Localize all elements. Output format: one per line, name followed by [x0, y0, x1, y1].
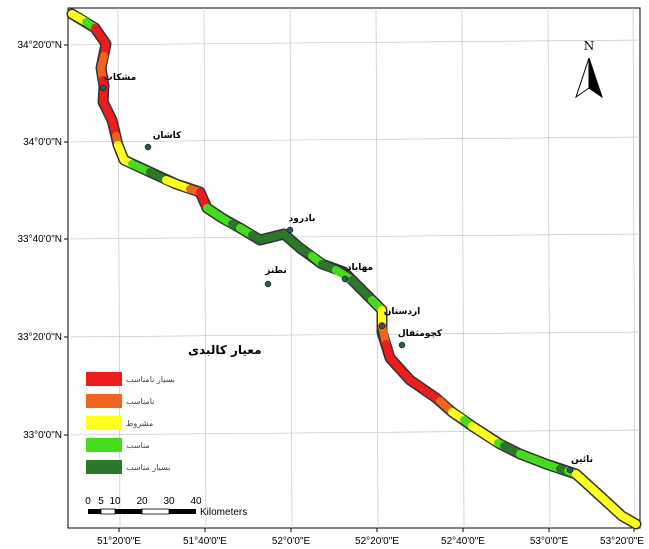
north-arrow-icon: N [575, 39, 603, 99]
scale-bar: 0 5 10 20 30 40 Kilometers [85, 496, 247, 518]
legend-swatch [86, 438, 122, 452]
latitude-labels: 34°20'0"N 34°0'0"N 33°40'0"N 33°20'0"N 3… [18, 40, 63, 441]
legend-label: بسیار مناسب [126, 463, 170, 472]
legend-swatch [86, 372, 122, 386]
legend-label: مناسب [126, 441, 150, 450]
city-label: نائین [571, 455, 593, 465]
city-point [144, 143, 152, 151]
scale-tick-label: 0 [85, 496, 91, 507]
legend-label: مشروط [126, 419, 153, 428]
segment-very-unsuitable [91, 24, 110, 60]
lat-label: 33°40'0"N [18, 234, 63, 245]
lon-label: 52°40'0"E [441, 536, 485, 547]
legend-label: نامناسب [126, 397, 154, 406]
city-points [99, 84, 574, 474]
legend: معیار کالبدی بسیار نامناسب نامناسب مشروط… [86, 343, 262, 474]
legend-swatch [86, 416, 122, 430]
city-label: مشکات [104, 73, 136, 83]
segment-very-suitable [248, 230, 316, 260]
segment-moderate [468, 422, 502, 447]
city-point [264, 280, 272, 288]
segment-very-suitable [348, 276, 376, 304]
legend-item: مناسب [86, 438, 150, 452]
segment-very-unsuitable [99, 76, 120, 140]
legend-item: نامناسب [86, 394, 154, 408]
city-label: مهاباد [347, 263, 373, 273]
lat-label: 33°0'0"N [23, 430, 62, 441]
lon-label: 53°20'0"E [600, 536, 644, 547]
city-point [398, 341, 406, 349]
segment-unsuitable [97, 52, 108, 84]
lat-label: 34°20'0"N [18, 40, 63, 51]
city-point [341, 275, 349, 283]
lon-label: 52°0'0"E [272, 536, 311, 547]
scale-tick-label: 10 [109, 496, 121, 507]
legend-swatch [86, 394, 122, 408]
legend-item: بسیار نامناسب [86, 372, 175, 386]
lon-label: 51°40'0"E [183, 536, 227, 547]
north-label: N [584, 39, 595, 53]
city-point [99, 84, 107, 92]
lat-label: 34°0'0"N [23, 137, 62, 148]
scale-tick-label: 5 [98, 496, 104, 507]
segment-moderate [162, 176, 194, 193]
segment-suitable [516, 450, 564, 473]
lon-label: 51°20'0"E [97, 536, 141, 547]
legend-title: معیار کالبدی [188, 343, 262, 357]
legend-item: بسیار مناسب [86, 460, 170, 474]
lon-label: 52°20'0"E [355, 536, 399, 547]
scale-tick-label: 40 [190, 496, 202, 507]
city-point [566, 466, 574, 474]
city-label: اردستان [384, 307, 420, 317]
city-label: بادرود [289, 214, 316, 224]
legend-swatch [86, 460, 122, 474]
longitude-labels: 51°20'0"E 51°40'0"E 52°0'0"E 52°20'0"E 5… [97, 536, 644, 547]
city-point [286, 226, 294, 234]
scale-tick-label: 30 [163, 496, 175, 507]
axis-ticks [64, 44, 635, 532]
road-segments [68, 10, 640, 528]
lat-label: 33°20'0"N [18, 332, 63, 343]
segment-moderate [572, 470, 640, 528]
legend-label: بسیار نامناسب [126, 375, 175, 384]
city-point [378, 322, 386, 330]
scale-tick-label: 20 [136, 496, 148, 507]
city-label: نطنز [264, 266, 286, 276]
city-label: کچومثقال [398, 329, 443, 339]
lon-label: 53°0'0"E [530, 536, 569, 547]
city-labels: مشکات کاشان بادرود نطنز مهاباد اردستان ک… [104, 73, 593, 465]
scale-unit-label: Kilometers [200, 507, 247, 518]
legend-item: مشروط [86, 416, 153, 430]
map-frame [67, 7, 641, 529]
city-label: کاشان [153, 131, 182, 141]
